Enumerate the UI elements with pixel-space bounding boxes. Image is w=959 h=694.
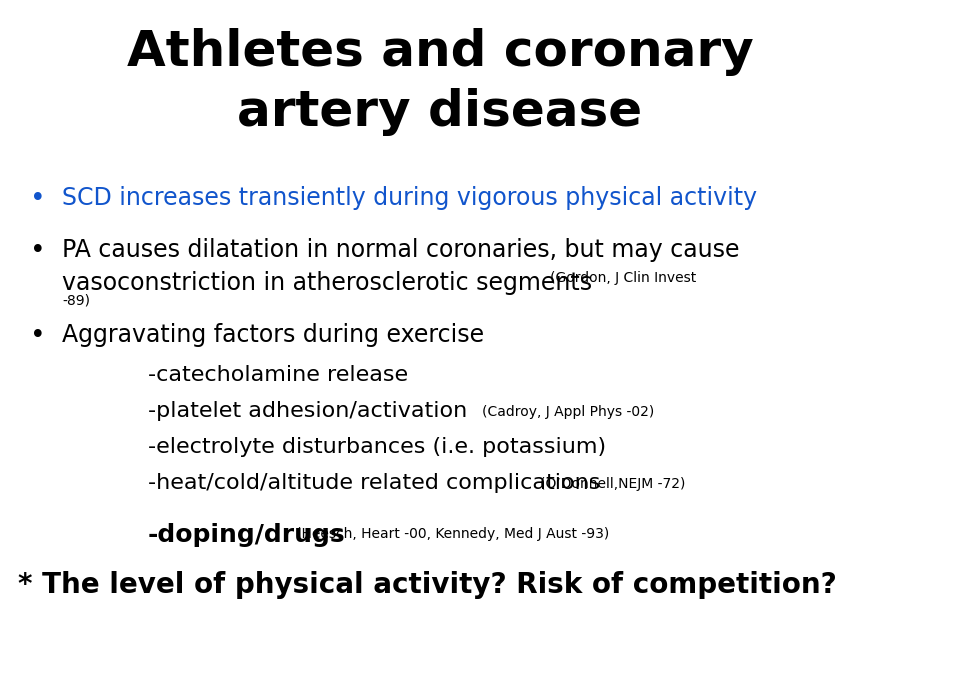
- Text: * The level of physical activity? Risk of competition?: * The level of physical activity? Risk o…: [18, 571, 837, 599]
- Text: •: •: [30, 186, 46, 212]
- Text: -heat/cold/altitude related complications: -heat/cold/altitude related complication…: [148, 473, 600, 493]
- Text: vasoconstriction in atherosclerotic segments: vasoconstriction in atherosclerotic segm…: [62, 271, 592, 295]
- Text: •: •: [30, 323, 46, 349]
- Text: -catecholamine release: -catecholamine release: [148, 365, 409, 385]
- Text: artery disease: artery disease: [238, 88, 643, 136]
- Text: •: •: [30, 238, 46, 264]
- Text: Athletes and coronary: Athletes and coronary: [127, 28, 754, 76]
- Text: (O’Donnell,NEJM -72): (O’Donnell,NEJM -72): [540, 477, 686, 491]
- Text: -89): -89): [62, 293, 90, 307]
- Text: (Gordon, J Clin Invest: (Gordon, J Clin Invest: [550, 271, 696, 285]
- Text: -platelet adhesion/activation: -platelet adhesion/activation: [148, 401, 467, 421]
- Text: -doping/drugs: -doping/drugs: [148, 523, 345, 547]
- Text: (Heesch, Heart -00, Kennedy, Med J Aust -93): (Heesch, Heart -00, Kennedy, Med J Aust …: [296, 527, 609, 541]
- Text: Aggravating factors during exercise: Aggravating factors during exercise: [62, 323, 484, 347]
- Text: PA causes dilatation in normal coronaries, but may cause: PA causes dilatation in normal coronarie…: [62, 238, 739, 262]
- Text: SCD increases transiently during vigorous physical activity: SCD increases transiently during vigorou…: [62, 186, 757, 210]
- Text: (Cadroy, J Appl Phys -02): (Cadroy, J Appl Phys -02): [482, 405, 654, 419]
- Text: -electrolyte disturbances (i.e. potassium): -electrolyte disturbances (i.e. potassiu…: [148, 437, 606, 457]
